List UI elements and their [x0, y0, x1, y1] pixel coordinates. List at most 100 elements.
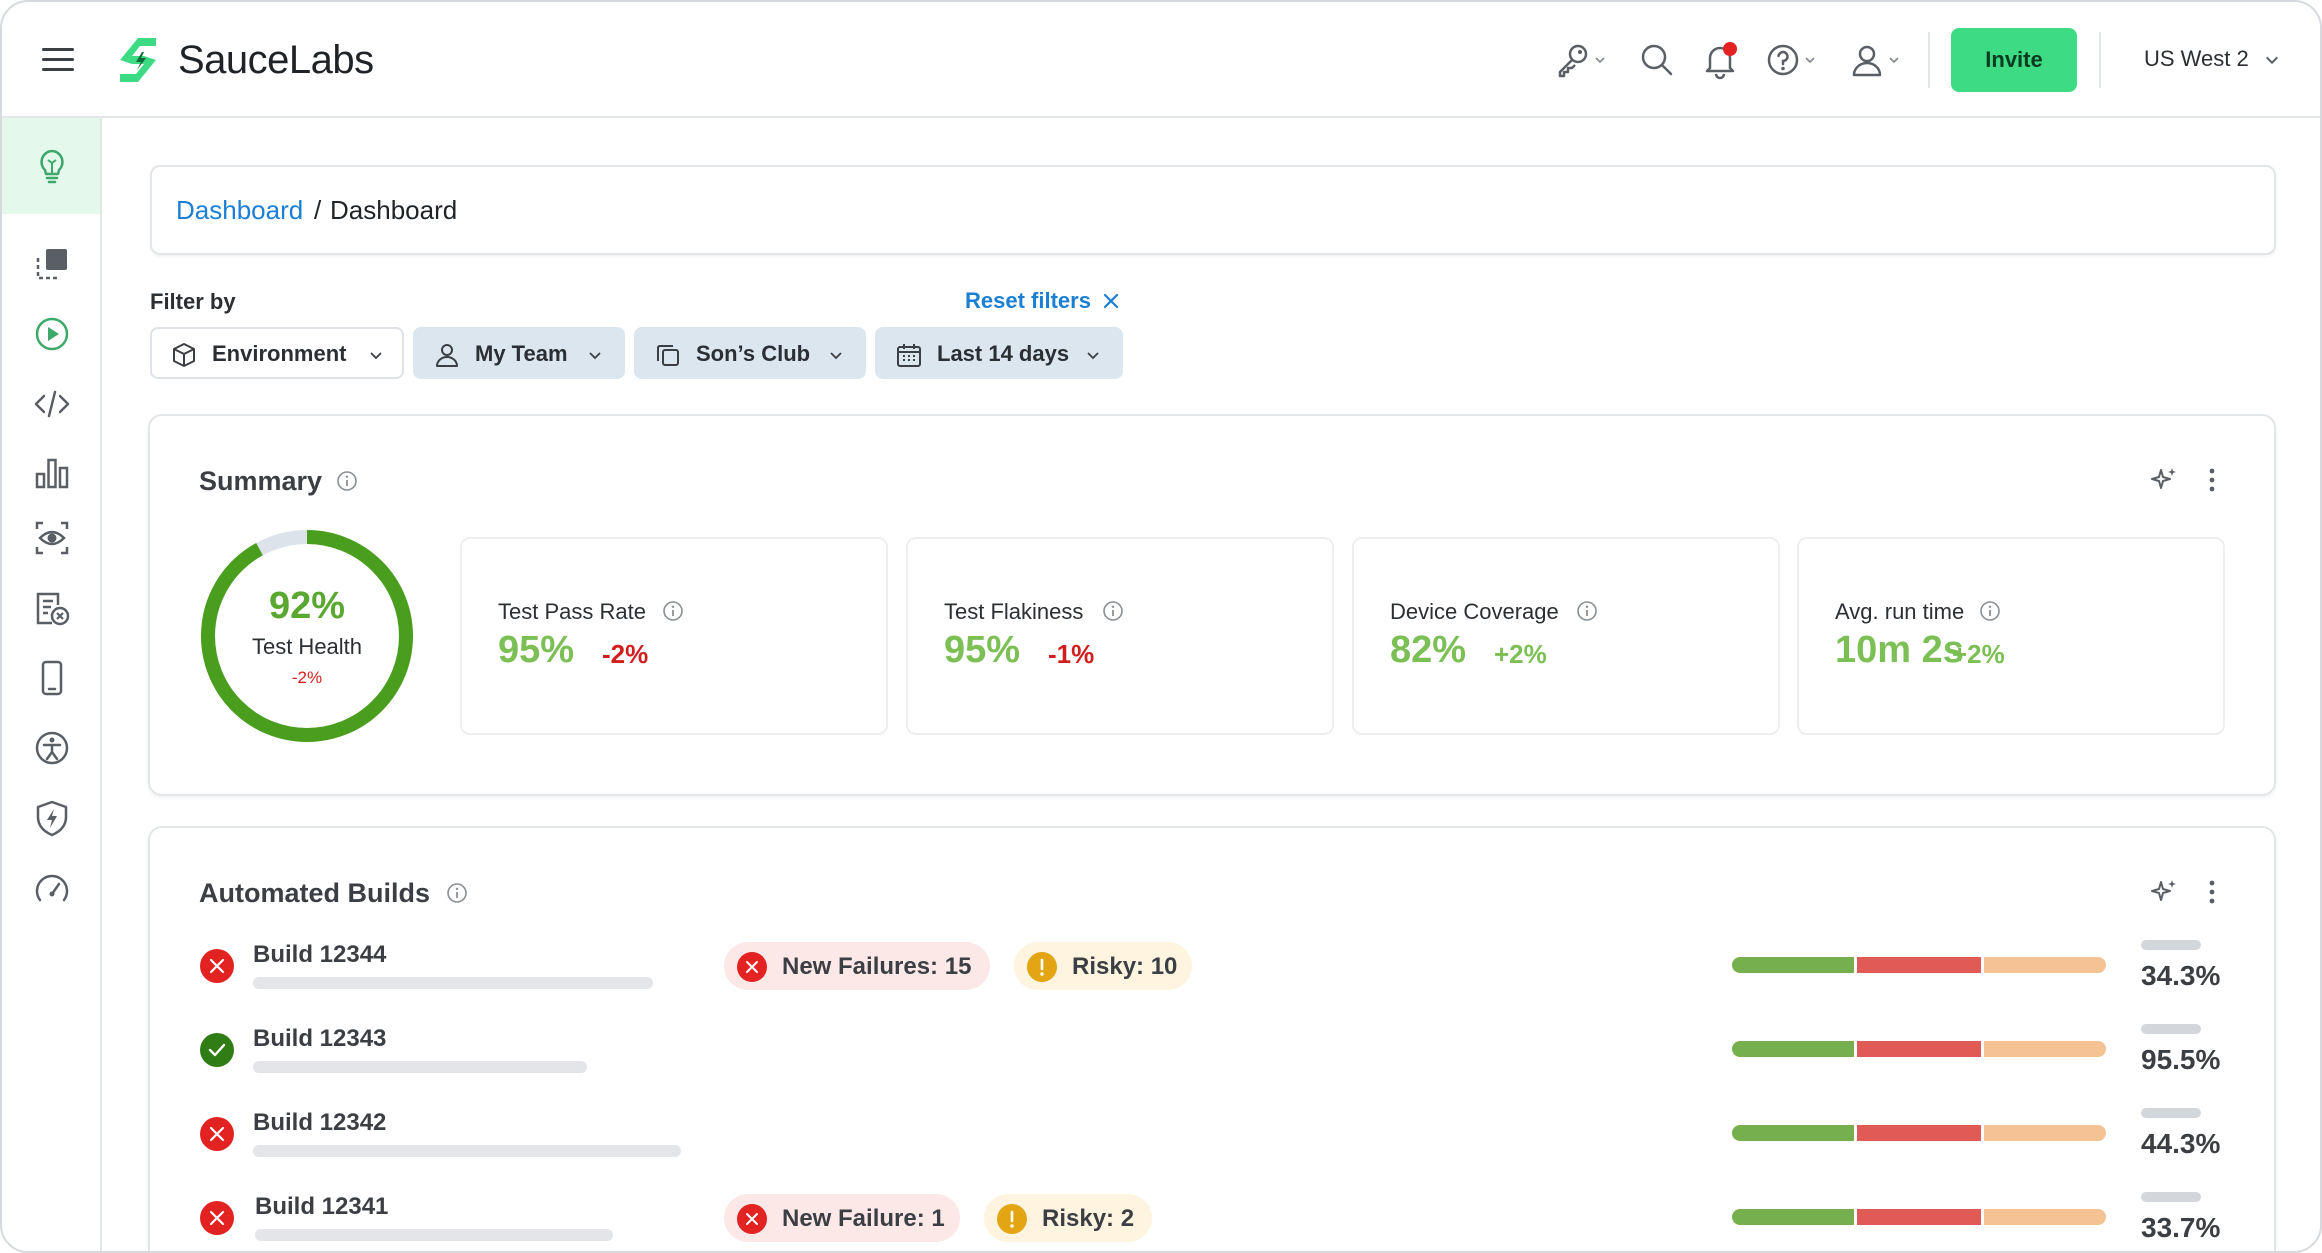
info-icon[interactable]: [1979, 600, 2001, 622]
test-health-delta: -2%: [291, 668, 323, 687]
chevron-down-icon[interactable]: [2264, 52, 2280, 68]
breadcrumb: Dashboard / Dashboard: [150, 165, 2276, 255]
info-icon[interactable]: [1576, 600, 1598, 622]
build-placeholder: [255, 1229, 613, 1241]
calendar-icon: [897, 344, 921, 367]
metric-label: Avg. run time: [1835, 599, 1965, 624]
metric-value: 95%: [944, 629, 1021, 671]
bar-chart-icon[interactable]: [32, 452, 72, 492]
build-name[interactable]: Build 12344: [253, 941, 387, 968]
chevron-down-icon[interactable]: [1888, 54, 1900, 66]
metric-value: 95%: [498, 629, 575, 671]
lightbulb-icon: [40, 149, 64, 184]
breadcrumb-current: Dashboard: [330, 195, 458, 225]
chip-label: Son’s Club: [696, 341, 811, 366]
automated-builds-title: Automated Builds: [199, 878, 431, 908]
key-icon[interactable]: [1554, 40, 1594, 80]
info-icon[interactable]: [662, 600, 684, 622]
build-placeholder: [253, 1061, 587, 1073]
eye-scan-icon[interactable]: [32, 518, 72, 558]
metric-value: 10m 2s: [1835, 629, 1964, 671]
metric-card-flakiness[interactable]: Test Flakiness 95% -1%: [906, 537, 1334, 735]
more-vertical-icon[interactable]: [2196, 876, 2228, 908]
pct-placeholder: [2141, 940, 2201, 950]
search-icon[interactable]: [1637, 40, 1677, 80]
build-result-bar: [1732, 1125, 2106, 1141]
divider: [1928, 32, 1930, 88]
summary-title: Summary: [199, 466, 323, 496]
automated-builds-card: [148, 826, 2276, 1251]
sidebar-item-insights[interactable]: [2, 118, 100, 214]
info-icon[interactable]: [1102, 600, 1124, 622]
sparkle-icon[interactable]: [2148, 876, 2180, 908]
build-result-bar: [1732, 1041, 2106, 1057]
chevron-down-icon[interactable]: [1594, 54, 1606, 66]
code-icon[interactable]: [32, 384, 72, 424]
info-icon[interactable]: [446, 882, 468, 904]
build-name[interactable]: Build 12341: [255, 1193, 389, 1220]
build-name[interactable]: Build 12342: [253, 1109, 387, 1136]
build-placeholder: [253, 977, 653, 989]
more-vertical-icon[interactable]: [2196, 464, 2228, 496]
project-filter[interactable]: Son’s Club: [634, 327, 866, 379]
speedometer-icon[interactable]: [32, 870, 72, 910]
metric-delta: -1%: [1048, 639, 1095, 669]
copy-icon: [657, 345, 679, 366]
reset-filters-link[interactable]: Reset filters: [965, 288, 1091, 313]
invite-button[interactable]: Invite: [1951, 28, 2077, 92]
chevron-down-icon: [1087, 352, 1099, 360]
brand-name: SauceLabs: [178, 38, 374, 82]
sparkle-icon[interactable]: [2148, 464, 2180, 496]
saucelabs-logo-icon[interactable]: [110, 32, 166, 88]
chip-label: My Team: [475, 341, 568, 366]
mobile-device-icon[interactable]: [32, 658, 72, 698]
metric-card-pass-rate[interactable]: Test Pass Rate 95% -2%: [460, 537, 888, 735]
region-selector[interactable]: US West 2: [2144, 46, 2249, 71]
metric-label: Test Flakiness: [944, 599, 1084, 624]
info-icon[interactable]: [336, 470, 358, 492]
bell-icon[interactable]: [1700, 40, 1740, 80]
breadcrumb-link-dashboard[interactable]: Dashboard: [176, 195, 304, 225]
team-filter[interactable]: My Team: [413, 327, 625, 379]
close-icon[interactable]: [1102, 292, 1120, 310]
sidebar: [2, 118, 102, 1251]
risky-badge[interactable]: Risky: 10: [1014, 942, 1192, 990]
new-failures-badge[interactable]: New Failure: 1: [724, 1194, 960, 1242]
date-range-filter[interactable]: Last 14 days: [875, 327, 1123, 379]
risky-badge[interactable]: Risky: 2: [984, 1194, 1152, 1242]
test-health-donut: [201, 530, 413, 742]
build-name[interactable]: Build 12343: [253, 1025, 387, 1052]
test-health-arc: [201, 530, 413, 742]
user-icon[interactable]: [1847, 40, 1887, 80]
pct-placeholder: [2141, 1192, 2201, 1202]
build-pass-pct: 33.7%: [2141, 1212, 2221, 1243]
chip-label: Environment: [212, 341, 347, 366]
accessibility-icon[interactable]: [32, 728, 72, 768]
chip-label: Last 14 days: [937, 341, 1070, 366]
test-cancel-icon[interactable]: [32, 588, 72, 628]
layers-icon[interactable]: [32, 244, 72, 284]
risky-label: Risky: 2: [1042, 1205, 1135, 1232]
divider: [2099, 32, 2101, 88]
top-bar: SauceLabs Invite US: [2, 2, 2320, 118]
hamburger-menu-icon[interactable]: [42, 48, 74, 72]
build-result-bar: [1732, 1209, 2106, 1225]
environment-filter[interactable]: Environment: [150, 327, 404, 379]
chevron-down-icon: [370, 352, 382, 360]
build-pass-pct: 95.5%: [2141, 1044, 2221, 1075]
test-health-label: Test Health: [251, 634, 363, 659]
new-failures-badge[interactable]: New Failures: 15: [724, 942, 990, 990]
failed-status-icon: [737, 1204, 767, 1234]
shield-bolt-icon[interactable]: [32, 798, 72, 838]
metric-value: 82%: [1390, 629, 1467, 671]
play-icon[interactable]: [32, 314, 72, 354]
chevron-down-icon[interactable]: [1804, 54, 1816, 66]
warning-icon: [1027, 952, 1057, 982]
metric-card-device-coverage[interactable]: Device Coverage 82% +2%: [1352, 537, 1780, 735]
risky-label: Risky: 10: [1072, 953, 1178, 980]
pct-placeholder: [2141, 1108, 2201, 1118]
metric-card-avg-run-time[interactable]: Avg. run time 10m 2s +2%: [1797, 537, 2225, 735]
cube-icon: [173, 343, 195, 367]
help-icon[interactable]: [1763, 40, 1803, 80]
